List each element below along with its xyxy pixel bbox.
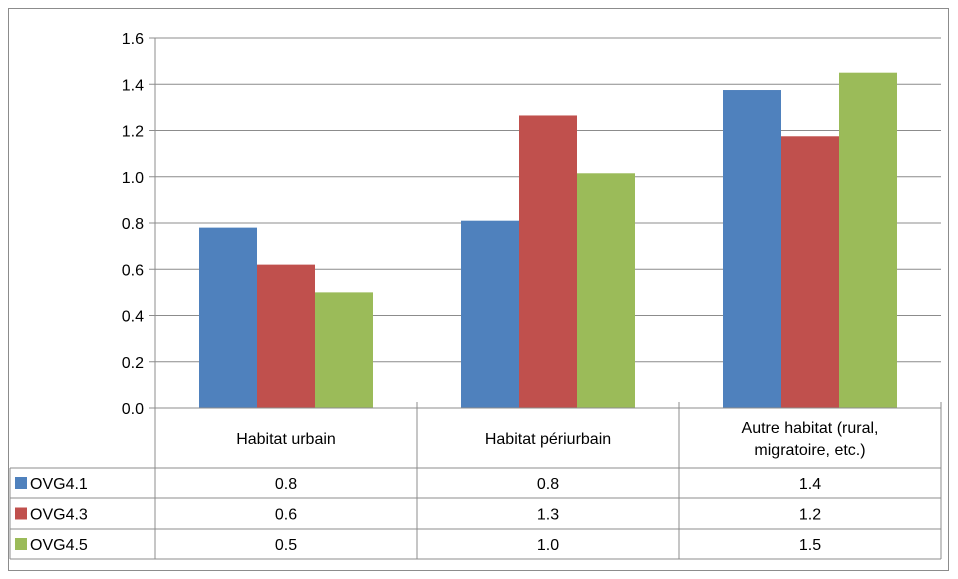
bar	[199, 227, 257, 408]
legend-swatch	[15, 507, 27, 520]
bar	[839, 72, 897, 408]
bar	[723, 90, 781, 408]
y-tick-label: 1.6	[122, 31, 144, 48]
legend-label: OVG4.5	[30, 537, 88, 554]
bar	[781, 136, 839, 408]
y-tick-label: 0.6	[122, 262, 144, 279]
y-tick-label: 0.4	[122, 309, 144, 326]
legend-swatch	[15, 477, 27, 489]
legend-swatch	[15, 538, 27, 550]
category-label: migratoire, etc.)	[754, 442, 865, 459]
bar	[315, 292, 373, 408]
table-value: 0.6	[275, 507, 297, 524]
table-value: 1.3	[537, 507, 559, 524]
y-tick-label: 1.0	[122, 170, 144, 187]
category-label: Habitat périurbain	[485, 431, 611, 448]
category-label: Habitat urbain	[236, 431, 336, 448]
bar-chart: 0.0 0.2 0.4 0.6 0.8 1.0 1.2 1.4 1.6 Habitat urbai…	[9, 31, 942, 560]
y-tick-label: 1.2	[122, 124, 144, 141]
y-tick-label: 0.8	[122, 216, 144, 233]
table-value: 1.0	[537, 537, 559, 554]
table-value: 0.5	[275, 537, 297, 554]
table-value: 0.8	[275, 476, 297, 493]
bar	[257, 264, 315, 408]
table-value: 1.5	[799, 537, 821, 554]
bar	[461, 220, 519, 408]
table-value: 1.4	[799, 476, 821, 493]
chart-frame: 0.0 0.2 0.4 0.6 0.8 1.0 1.2 1.4 1.6 Habitat urbai…	[8, 8, 949, 571]
y-tick-label: 1.4	[122, 77, 144, 94]
category-label: Autre habitat (rural,	[742, 420, 879, 437]
bar	[577, 173, 635, 408]
y-tick-label: 0.2	[122, 355, 144, 372]
legend-label: OVG4.1	[30, 476, 88, 493]
table-value: 1.2	[799, 507, 821, 524]
table-value: 0.8	[537, 476, 559, 493]
y-tick-label: 0.0	[122, 401, 144, 418]
bar	[519, 115, 577, 408]
legend-label: OVG4.3	[30, 507, 88, 524]
